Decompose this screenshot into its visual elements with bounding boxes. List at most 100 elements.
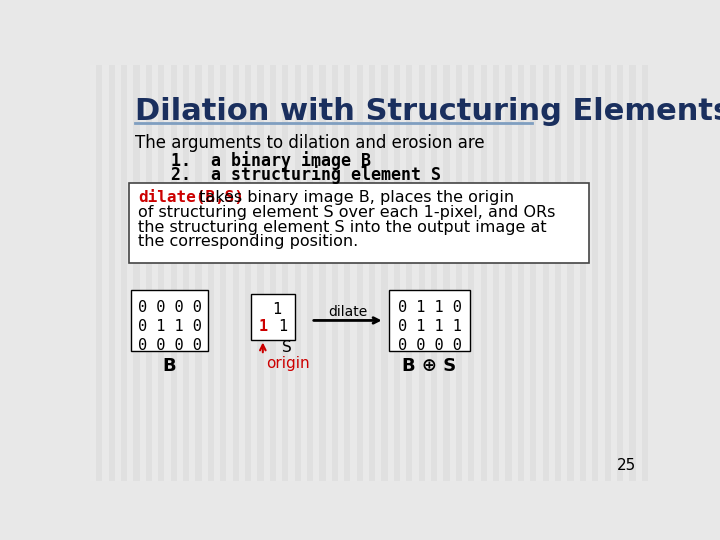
Bar [400,65,406,481]
Bar [264,65,270,481]
Text: 0 0 0 0: 0 0 0 0 [138,300,202,315]
Bar [375,65,382,481]
Bar [325,65,332,481]
Bar [140,65,145,481]
Bar [202,65,208,481]
Bar [208,65,214,481]
Bar [363,65,369,481]
Bar [90,65,96,481]
Bar [258,65,264,481]
Bar [654,65,660,481]
Bar [152,65,158,481]
Bar [183,65,189,481]
Text: 0 0 0 0: 0 0 0 0 [397,338,462,353]
Bar [605,65,611,481]
Bar [549,65,555,481]
Text: origin: origin [266,356,310,371]
Text: 0 1 1 0: 0 1 1 0 [138,319,202,334]
Text: 2.  a structuring element S: 2. a structuring element S [171,165,441,184]
Bar [282,65,289,481]
Text: 0 1 1 1: 0 1 1 1 [397,319,462,334]
Bar [96,65,102,481]
Bar [536,65,543,481]
Text: the corresponding position.: the corresponding position. [138,234,359,249]
FancyBboxPatch shape [251,294,294,340]
Bar [276,65,282,481]
Text: The arguments to dilation and erosion are: The arguments to dilation and erosion ar… [135,134,485,152]
Bar [648,65,654,481]
Bar [574,65,580,481]
Text: 1: 1 [258,319,267,334]
Bar [481,65,487,481]
Bar [512,65,518,481]
Text: dilate: dilate [328,305,367,319]
Bar [406,65,413,481]
Bar [356,65,363,481]
Bar [220,65,226,481]
Bar [270,65,276,481]
Bar [505,65,512,481]
Bar [456,65,462,481]
Bar [382,65,387,481]
Bar [294,65,301,481]
Text: 1: 1 [272,302,282,317]
Bar [338,65,344,481]
Bar [468,65,474,481]
FancyBboxPatch shape [389,291,469,351]
Text: 1.  a binary image B: 1. a binary image B [171,151,372,170]
Text: Dilation with Structuring Elements: Dilation with Structuring Elements [135,97,720,126]
Bar [449,65,456,481]
Text: 1: 1 [279,319,287,334]
Bar [214,65,220,481]
Bar [133,65,140,481]
Bar [245,65,251,481]
Bar [580,65,586,481]
Bar [351,65,356,481]
Bar [555,65,561,481]
Bar [624,65,629,481]
Bar [394,65,400,481]
Bar [462,65,468,481]
Bar [629,65,636,481]
Bar [598,65,605,481]
Bar [543,65,549,481]
Bar [127,65,133,481]
Bar [586,65,593,481]
Bar [102,65,109,481]
Text: takes binary image B, places the origin: takes binary image B, places the origin [194,190,514,205]
Bar [444,65,449,481]
Bar [164,65,171,481]
Bar [114,65,121,481]
Bar [109,65,114,481]
Bar [499,65,505,481]
Bar [493,65,499,481]
Bar [313,65,320,481]
Bar [332,65,338,481]
Text: the structuring element S into the output image at: the structuring element S into the outpu… [138,220,546,234]
Bar [524,65,530,481]
Bar [413,65,418,481]
Bar [301,65,307,481]
Bar [145,65,152,481]
Bar [195,65,202,481]
Text: S: S [282,340,292,355]
Bar [636,65,642,481]
Bar [369,65,375,481]
Bar [171,65,177,481]
Bar [487,65,493,481]
Text: 0 1 1 0: 0 1 1 0 [397,300,462,315]
Bar [189,65,195,481]
Text: B ⊕ S: B ⊕ S [402,357,456,375]
Text: 0 0 0 0: 0 0 0 0 [138,338,202,353]
Bar [530,65,536,481]
Bar [431,65,437,481]
Bar [158,65,164,481]
Bar [617,65,624,481]
Bar [239,65,245,481]
Bar [593,65,598,481]
Bar [307,65,313,481]
Bar [418,65,425,481]
Bar [642,65,648,481]
Bar [611,65,617,481]
Bar [344,65,351,481]
